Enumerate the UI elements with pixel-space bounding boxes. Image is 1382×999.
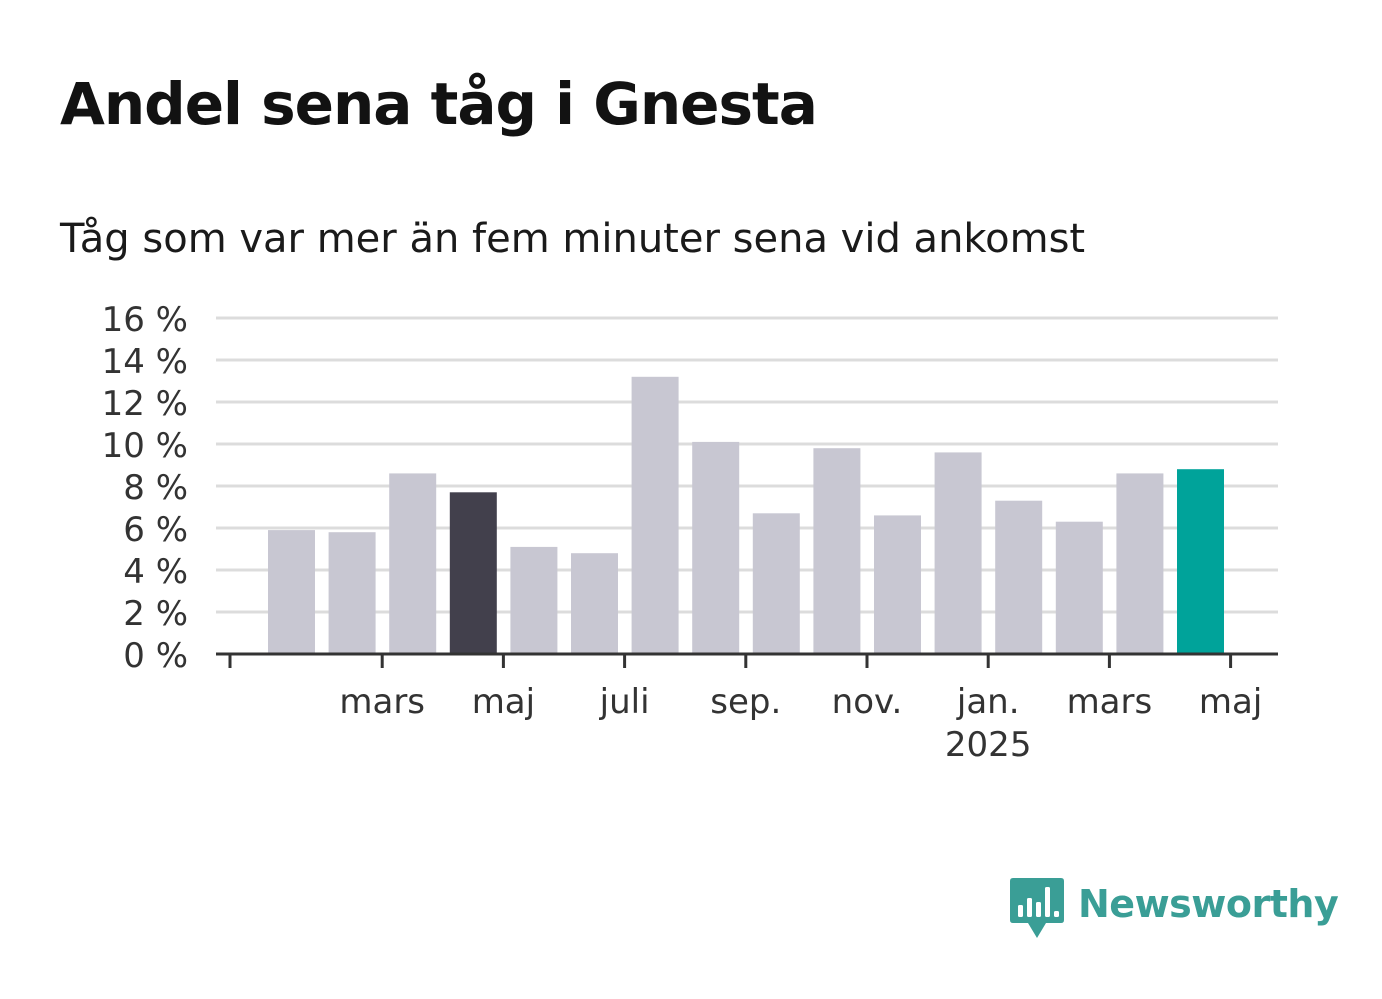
bar-2025-03 — [1116, 473, 1164, 654]
bar-2024-04 — [449, 492, 497, 654]
x-tick-label: sep. — [710, 682, 781, 722]
gridlines — [216, 316, 1278, 614]
x-tick-year-label: 2025 — [945, 725, 1032, 765]
bar-2025-02 — [1055, 521, 1103, 654]
x-tick-label: jan. — [956, 682, 1020, 722]
x-tick-label: maj — [472, 682, 535, 722]
chart-title: Andel sena tåg i Gnesta — [60, 70, 818, 138]
bar-2024-12 — [934, 452, 982, 654]
y-tick-label: 0 % — [123, 636, 188, 676]
bar-2024-05 — [510, 546, 558, 654]
bar-chart-speech-bubble-icon — [1010, 878, 1064, 938]
y-tick-label: 14 % — [102, 342, 188, 382]
bar-2024-08 — [692, 441, 740, 654]
bar-2025-04 — [1177, 469, 1224, 654]
bar-2024-06 — [571, 553, 618, 654]
x-axis: mars maj juli sep. nov. jan.2025 mars maj — [216, 652, 1278, 765]
x-tick-label: nov. — [832, 682, 903, 722]
y-tick-label: 2 % — [123, 594, 188, 634]
y-axis: 0 %2 %4 %6 %8 %10 %12 %14 %16 % — [102, 300, 188, 676]
bar-2024-11 — [874, 515, 921, 654]
x-tick-label: juli — [599, 682, 650, 722]
bar-2024-02 — [328, 532, 376, 654]
y-tick-label: 12 % — [102, 384, 188, 424]
y-tick-label: 8 % — [123, 468, 188, 508]
bar-2024-07 — [631, 376, 679, 654]
bars — [268, 376, 1224, 654]
x-tick-label: maj — [1199, 682, 1262, 722]
x-tick-label: mars — [1067, 682, 1153, 722]
bar-2025-01 — [995, 500, 1043, 654]
bar-2024-03 — [389, 473, 437, 654]
chart-subtitle: Tåg som var mer än fem minuter sena vid … — [60, 216, 1086, 262]
bar-2024-10 — [813, 448, 861, 654]
y-tick-label: 6 % — [123, 510, 188, 550]
x-tick-label: mars — [339, 682, 425, 722]
bar-2024-09 — [752, 513, 800, 654]
y-tick-label: 10 % — [102, 426, 188, 466]
brand-name: Newsworthy — [1078, 882, 1339, 926]
newsworthy-logo: Newsworthy — [1010, 878, 1339, 942]
y-tick-label: 4 % — [123, 552, 188, 592]
bar-2024-01 — [268, 530, 315, 654]
y-tick-label: 16 % — [102, 300, 188, 340]
